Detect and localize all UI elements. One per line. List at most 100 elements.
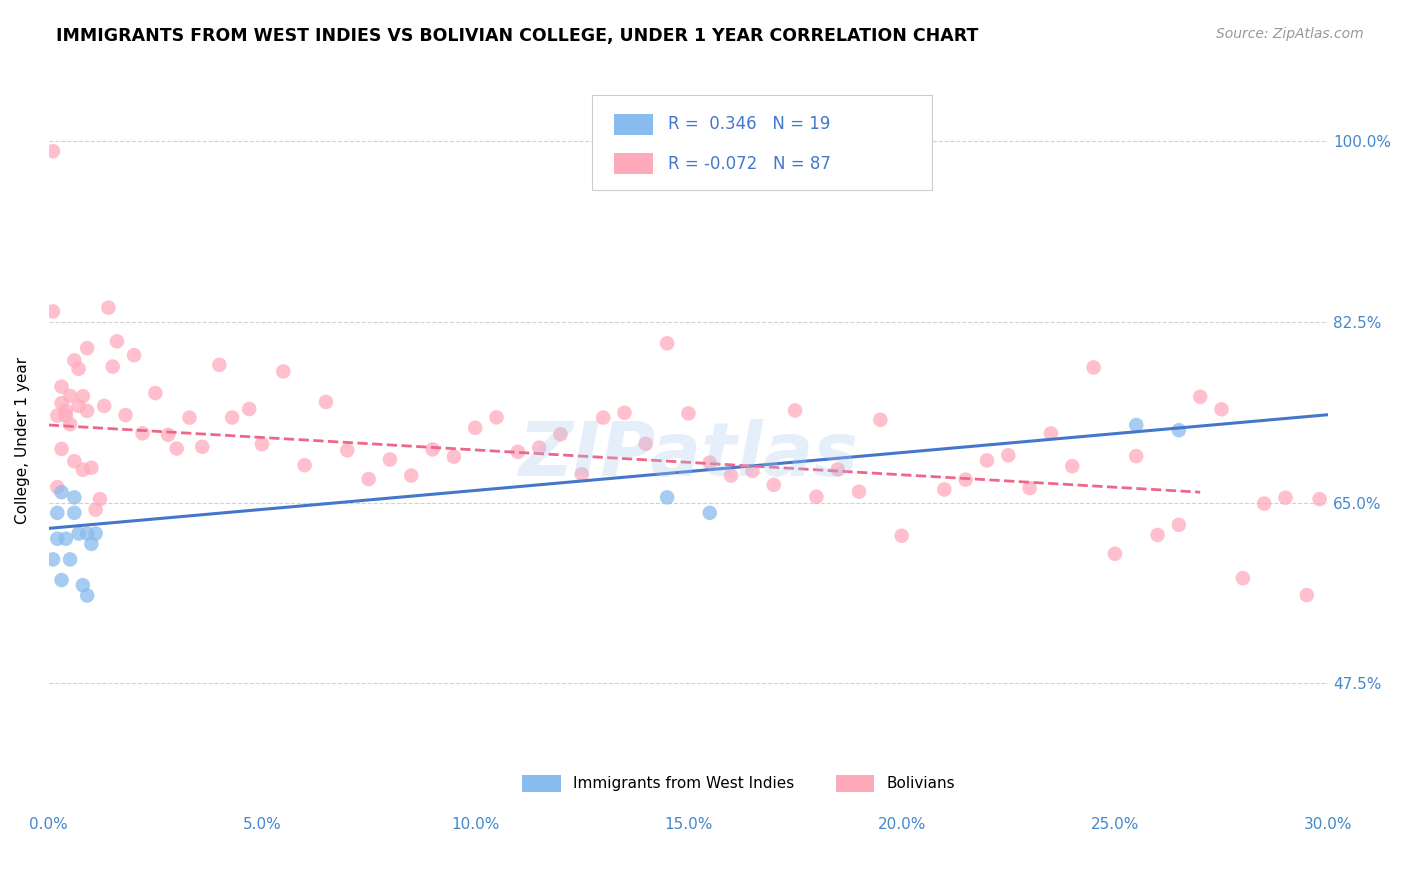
Point: [571, 467, 593, 482]
Point: [42, 304, 65, 318]
Point: [997, 448, 1019, 462]
FancyBboxPatch shape: [522, 775, 561, 792]
Point: [1104, 547, 1126, 561]
Point: [166, 442, 188, 456]
Point: [122, 348, 145, 362]
Point: [934, 483, 956, 497]
Point: [51, 485, 73, 500]
Point: [238, 402, 260, 417]
Text: R =  0.346   N = 19: R = 0.346 N = 19: [668, 115, 831, 133]
Point: [399, 468, 422, 483]
Point: [678, 406, 700, 420]
Point: [72, 463, 94, 477]
Point: [1125, 417, 1147, 432]
Point: [76, 589, 98, 603]
Point: [76, 526, 98, 541]
Point: [42, 144, 65, 158]
Point: [527, 441, 550, 455]
Point: [250, 437, 273, 451]
Point: [93, 399, 115, 413]
Text: Immigrants from West Indies: Immigrants from West Indies: [574, 776, 794, 791]
Point: [271, 364, 294, 378]
Point: [51, 573, 73, 587]
Text: Source: ZipAtlas.com: Source: ZipAtlas.com: [1216, 27, 1364, 41]
Point: [46, 409, 69, 423]
FancyBboxPatch shape: [835, 775, 875, 792]
Point: [699, 456, 721, 470]
Point: [550, 427, 572, 442]
Point: [613, 406, 636, 420]
Point: [59, 417, 82, 432]
Point: [1167, 423, 1189, 437]
Point: [294, 458, 316, 473]
Point: [378, 452, 401, 467]
Point: [59, 552, 82, 566]
Point: [336, 443, 359, 458]
Point: [179, 410, 201, 425]
Point: [485, 410, 508, 425]
Point: [84, 526, 107, 541]
Point: [464, 421, 486, 435]
Point: [105, 334, 128, 349]
Point: [357, 472, 380, 486]
Point: [97, 301, 120, 315]
Y-axis label: College, Under 1 year: College, Under 1 year: [15, 357, 30, 524]
Point: [55, 532, 77, 546]
Point: [221, 410, 243, 425]
Point: [1211, 402, 1233, 417]
Point: [1274, 491, 1296, 505]
Point: [1083, 360, 1105, 375]
Point: [157, 427, 180, 442]
Point: [506, 445, 529, 459]
Point: [1167, 517, 1189, 532]
Point: [67, 361, 90, 376]
Point: [699, 506, 721, 520]
Point: [783, 403, 806, 417]
Point: [806, 490, 828, 504]
Point: [1253, 497, 1275, 511]
Point: [869, 413, 891, 427]
Point: [1018, 481, 1040, 495]
Point: [655, 336, 678, 351]
Point: [51, 442, 73, 456]
FancyBboxPatch shape: [614, 114, 652, 135]
Point: [76, 404, 98, 418]
Point: [1125, 449, 1147, 463]
Point: [1309, 492, 1331, 507]
Text: ZIPatlas: ZIPatlas: [519, 419, 859, 491]
Text: IMMIGRANTS FROM WEST INDIES VS BOLIVIAN COLLEGE, UNDER 1 YEAR CORRELATION CHART: IMMIGRANTS FROM WEST INDIES VS BOLIVIAN …: [56, 27, 979, 45]
Point: [634, 437, 657, 451]
Point: [720, 468, 742, 483]
Point: [89, 491, 111, 506]
Point: [1295, 588, 1317, 602]
Point: [890, 529, 912, 543]
Point: [80, 460, 103, 475]
Point: [955, 473, 977, 487]
Point: [76, 341, 98, 355]
Point: [63, 491, 86, 505]
Point: [67, 526, 90, 541]
Point: [1189, 390, 1212, 404]
Point: [59, 389, 82, 403]
Text: R = -0.072   N = 87: R = -0.072 N = 87: [668, 154, 831, 173]
Point: [46, 480, 69, 494]
Point: [51, 396, 73, 410]
Text: Bolivians: Bolivians: [887, 776, 955, 791]
Point: [63, 454, 86, 468]
Point: [55, 403, 77, 417]
Point: [1039, 426, 1062, 441]
Point: [443, 450, 465, 464]
Point: [315, 395, 337, 409]
Point: [114, 408, 136, 422]
Point: [976, 453, 998, 467]
Point: [1146, 528, 1168, 542]
Point: [208, 358, 231, 372]
Point: [46, 506, 69, 520]
Point: [848, 484, 870, 499]
Point: [72, 578, 94, 592]
FancyBboxPatch shape: [614, 153, 652, 174]
Point: [80, 537, 103, 551]
Point: [422, 442, 444, 457]
Point: [592, 410, 614, 425]
Point: [46, 532, 69, 546]
